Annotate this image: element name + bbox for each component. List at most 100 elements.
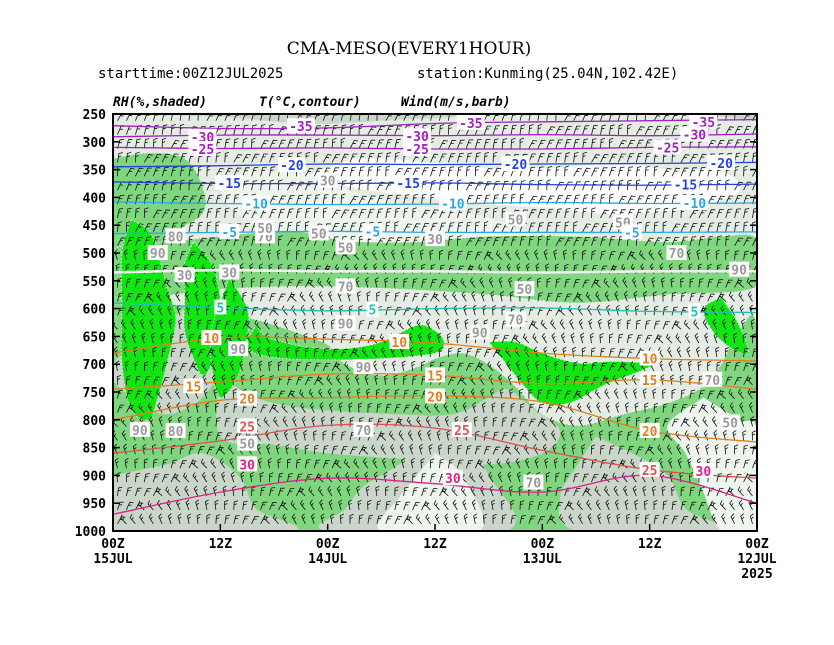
wind-barb-1819	[287, 458, 292, 469]
wind-barb-188	[510, 137, 516, 149]
wind-barb-938	[135, 293, 143, 302]
wind-barb-1648	[683, 417, 691, 427]
wind-barb-1013	[157, 305, 163, 316]
wind-barb-1011	[138, 305, 145, 316]
wind-barb-788	[725, 249, 730, 260]
wind-barb-843	[573, 264, 579, 274]
wind-barb-269	[591, 154, 601, 163]
wind-barb-557	[591, 207, 596, 219]
wind-barb-340	[582, 167, 591, 177]
wind-barb-606	[385, 221, 391, 232]
wind-barb-2064	[546, 501, 554, 511]
wind-barb-1575	[680, 404, 688, 413]
wind-barb-2042	[347, 499, 352, 510]
wind-barb-840	[545, 263, 550, 274]
wind-barb-755	[429, 249, 434, 260]
wind-barb-70	[743, 114, 750, 121]
wind-barb-2068	[576, 500, 583, 511]
wind-barb-1291	[715, 346, 720, 358]
wind-barb-389	[376, 181, 386, 191]
wind-barb-492	[653, 194, 661, 205]
wind-barb-2061	[519, 500, 525, 510]
wind-barb-741	[304, 250, 311, 260]
wind-barb-417	[626, 179, 632, 191]
wind-barb-1342	[525, 360, 530, 372]
wind-barb-2086	[738, 499, 744, 511]
wind-barb-2007	[680, 486, 686, 497]
wind-barb-1154	[131, 332, 136, 344]
wind-barb-902	[450, 278, 458, 288]
wind-barb-784	[686, 249, 691, 260]
contour-label-16: -10	[441, 198, 465, 213]
wind-barb-1319	[322, 363, 331, 372]
wind-barb-289	[126, 167, 135, 177]
wind-barb-730	[200, 250, 208, 261]
wind-barb-1924	[582, 473, 589, 483]
contour-label-bg-28	[425, 367, 445, 383]
wind-barb-1050	[491, 305, 497, 316]
wind-barb-614	[457, 221, 463, 232]
wind-barb-2004	[651, 485, 656, 497]
wind-barb-1137	[626, 319, 632, 330]
wind-barb-1630	[528, 418, 536, 427]
wind-barb-454	[313, 194, 321, 205]
wind-barb-124	[582, 125, 590, 135]
wind-barb-370	[206, 181, 215, 191]
wind-barb-966	[385, 291, 391, 302]
wind-barb-346	[635, 166, 642, 177]
wind-barb-149	[161, 137, 167, 149]
wind-barb-1343	[535, 360, 539, 372]
wind-barb-1447	[175, 388, 181, 399]
wind-barb-1582	[739, 402, 744, 413]
wind-barb-1243	[285, 346, 290, 358]
wind-barb-731	[209, 250, 217, 260]
wind-barb-1756	[361, 444, 369, 455]
wind-barb-1550	[453, 402, 458, 413]
wind-barb-122	[564, 125, 573, 135]
wind-barb-2035	[281, 500, 288, 511]
wind-barb-579	[143, 223, 153, 233]
wind-barb-1084	[149, 318, 154, 330]
wind-barb-1794	[705, 443, 710, 455]
wind-barb-732	[219, 249, 226, 260]
wind-barb-449	[269, 195, 278, 205]
wind-barb-1143	[674, 320, 682, 330]
wind-barb-1811	[210, 458, 217, 469]
wind-barb-1456	[260, 389, 266, 399]
wind-barb-453	[304, 194, 312, 205]
wind-barb-866	[135, 278, 142, 288]
wind-barb-733	[228, 249, 235, 260]
wind-barb-942	[165, 291, 172, 302]
wind-barb-1398	[383, 374, 388, 385]
wind-barb-23	[322, 114, 329, 121]
wind-barb-781	[658, 249, 664, 260]
wind-barb-1640	[616, 416, 621, 427]
wind-barb-20	[296, 114, 303, 121]
contour-label-23: 5	[690, 305, 698, 320]
wind-barb-666	[278, 235, 283, 246]
wind-barb-94	[313, 125, 321, 135]
wind-barb-1135	[607, 318, 612, 330]
wind-barb-667	[287, 237, 296, 246]
wind-barb-1532	[290, 402, 297, 413]
wind-barb-738	[276, 249, 281, 260]
wind-barb-214	[743, 139, 751, 149]
wind-barb-1330	[420, 360, 426, 371]
contour-label-bg-10	[501, 156, 530, 172]
wind-barb-60	[653, 114, 661, 121]
wind-barb-1385	[269, 375, 275, 385]
wind-barb-564	[653, 208, 660, 219]
rh-label-bg-1	[165, 228, 186, 244]
wind-barb-686	[457, 235, 462, 246]
wind-barb-1733	[161, 444, 166, 455]
wind-barb-1252	[362, 347, 369, 358]
wind-barb-649	[126, 237, 135, 246]
wind-barb-1366	[743, 362, 751, 372]
wind-barb-1687	[388, 430, 396, 441]
wind-barb-2053	[443, 499, 449, 511]
wind-barb-608	[403, 223, 412, 233]
wind-barb-1394	[345, 374, 351, 386]
wind-barb-778	[629, 250, 637, 261]
wind-barb-1246	[313, 347, 320, 358]
wind-barb-1218	[704, 332, 709, 344]
